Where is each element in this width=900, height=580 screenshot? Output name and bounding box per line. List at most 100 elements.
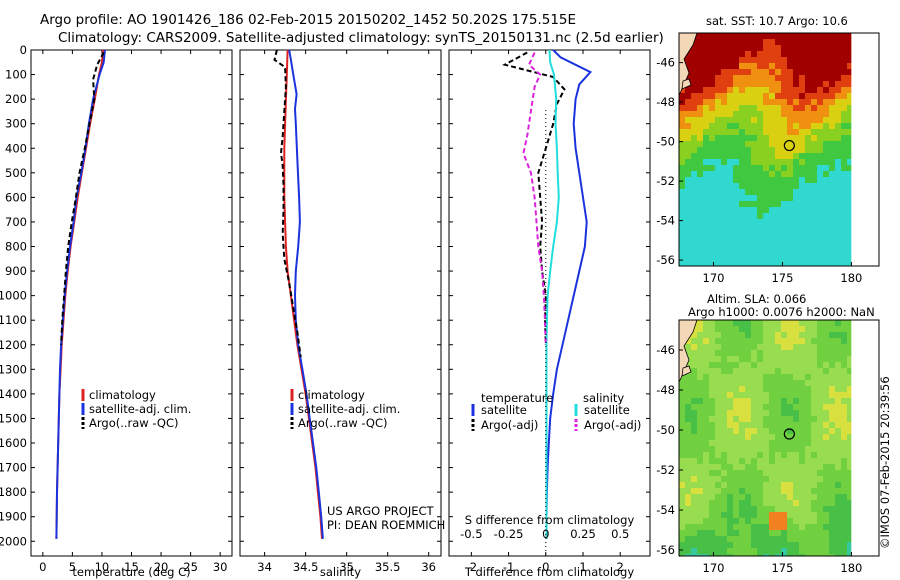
sla-map-pixel [799,530,805,536]
sla-map-pixel [727,500,733,506]
sla-map-pixel [835,422,841,428]
sst-map-pixel [769,201,775,207]
sst-map-pixel [841,63,847,69]
sla-map-pixel [793,356,799,362]
sst-map-pixel [733,237,739,243]
sst-map-pixel [817,165,823,171]
sst-map-pixel [715,177,721,183]
sla-map-pixel [829,512,835,518]
sla-map-pixel [787,518,793,524]
sla-map-pixel [763,428,769,434]
sst-map-pixel [757,171,763,177]
sla-map-group [678,319,880,557]
sla-map-pixel [775,398,781,404]
sst-map-pixel [811,171,817,177]
sst-map-pixel [817,87,823,93]
sla-map-title-line1: Altim. SLA: 0.066 [707,292,807,306]
sst-map-pixel [775,105,781,111]
sst-map-pixel [751,231,757,237]
sla-map-pixel [685,428,691,434]
sst-map-pixel [793,117,799,123]
sst-map-pixel [799,261,805,266]
sla-map-pixel [751,452,757,458]
sst-map-pixel [763,99,769,105]
sst-map-pixel [829,261,835,266]
sst-map-pixel [835,39,841,45]
sla-map-pixel [733,392,739,398]
sla-map-pixel [847,332,852,338]
sst-map-pixel [841,87,847,93]
sst-map-pixel [775,129,781,135]
sla-map-pixel [751,512,757,518]
salinity-legend-label: climatology [298,388,365,402]
sst-map-pixel [751,177,757,183]
sla-map-pixel [847,368,852,374]
sla-map-pixel [799,452,805,458]
sla-map-pixel [805,350,811,356]
sla-map-pixel [787,320,793,326]
sla-map-pixel [763,380,769,386]
sla-map-pixel [697,350,703,356]
sla-map-pixel [793,458,799,464]
sla-map-pixel [787,476,793,482]
sla-map-pixel [679,398,685,404]
sst-map-pixel [781,93,787,99]
sst-map-pixel [727,177,733,183]
sla-map-pixel [793,428,799,434]
sla-map-pixel [817,464,823,470]
sla-map-pixel [793,332,799,338]
sst-map-pixel [769,111,775,117]
sst-map-pixel [745,189,751,195]
sst-map-pixel [823,159,829,165]
sla-map-pixel [817,338,823,344]
sst-map-pixel [763,117,769,123]
sla-map-pixel [805,356,811,362]
sst-map-pixel [799,183,805,189]
sla-map-pixel [715,500,721,506]
sst-map-pixel [679,147,685,153]
sst-map-pixel [823,177,829,183]
sla-map-pixel [727,488,733,494]
sst-map-pixel [763,165,769,171]
sla-map-pixel [775,428,781,434]
sla-map-pixel [733,428,739,434]
sst-map-pixel [793,261,799,266]
sst-map-pixel [829,207,835,213]
sla-map-pixel [739,338,745,344]
sst-map-pixel [769,57,775,63]
sla-map-pixel [787,548,793,554]
sst-map-pixel [751,33,757,39]
sla-map-pixel [811,524,817,530]
sst-map-pixel [775,99,781,105]
sla-map-pixel [757,338,763,344]
sla-map-pixel [739,482,745,488]
sla-map-pixel [769,554,775,556]
sst-map-pixel [787,195,793,201]
sst-map-pixel [697,189,703,195]
sla-map-pixel [733,440,739,446]
sla-map-pixel [835,380,841,386]
sla-map-pixel [739,470,745,476]
sla-map-pixel [817,428,823,434]
sst-map-pixel [733,243,739,249]
sla-map-pixel [715,536,721,542]
sst-map-pixel [763,93,769,99]
sst-map-pixel [739,99,745,105]
sla-map-pixel [757,482,763,488]
sst-map-pixel [793,207,799,213]
sst-map-pixel [775,249,781,255]
sst-map-pixel [697,153,703,159]
sst-map-pixel [703,201,709,207]
sla-map-pixel [733,494,739,500]
sst-map-pixel [823,249,829,255]
sst-map-pixel [745,231,751,237]
sst-map-pixel [739,135,745,141]
sla-map-pixel [745,524,751,530]
sst-map-pixel [739,33,745,39]
sst-map-pixel [811,123,817,129]
sst-map-pixel [769,93,775,99]
sst-map-pixel [739,153,745,159]
sla-map-pixel [799,374,805,380]
sst-map-pixel [841,177,847,183]
sst-map-pixel [691,165,697,171]
